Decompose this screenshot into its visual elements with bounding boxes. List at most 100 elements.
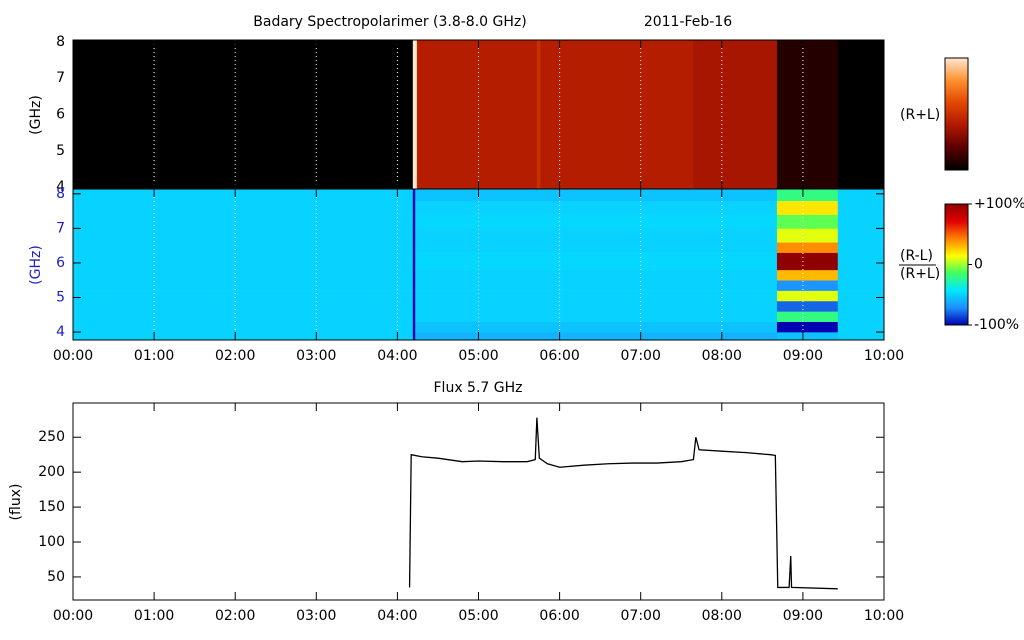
y-tick-label: 50 xyxy=(47,569,65,585)
heatmap-cell xyxy=(73,280,414,291)
panel-label-numerator: (R-L) xyxy=(900,248,933,264)
heatmap-cell xyxy=(837,200,885,215)
heatmap-cell xyxy=(776,311,839,322)
x-tick-label: 00:00 xyxy=(53,348,93,364)
x-tick-label: 06:00 xyxy=(539,608,579,624)
y-axis-label: (GHz) xyxy=(28,95,44,135)
heatmap-cell xyxy=(415,214,778,229)
heatmap-cell xyxy=(536,40,541,189)
y-tick-label: 250 xyxy=(38,429,65,445)
x-tick-label: 05:00 xyxy=(458,348,498,364)
heatmap-cell xyxy=(412,300,416,312)
heatmap-cell xyxy=(415,228,778,243)
heatmap-cell xyxy=(412,269,416,281)
heatmap-cell xyxy=(415,290,778,302)
heatmap-cell xyxy=(73,252,414,271)
y-axis-label: (flux) xyxy=(8,484,24,521)
heatmap-cell xyxy=(776,189,839,202)
heatmap-cell xyxy=(693,40,778,189)
heatmap-cell xyxy=(415,311,778,322)
x-tick-label: 04:00 xyxy=(377,608,417,624)
heatmap-cell xyxy=(837,280,885,291)
heatmap-cell xyxy=(837,321,885,333)
heatmap-cell xyxy=(73,332,414,341)
heatmap-cell xyxy=(776,269,839,281)
heatmap-cell xyxy=(415,242,778,253)
heatmap-cell xyxy=(73,40,414,189)
heatmap-cell xyxy=(415,189,778,202)
heatmap-cell xyxy=(776,242,839,253)
heatmap-cell xyxy=(73,290,414,302)
heatmap-cell xyxy=(776,252,839,271)
x-tick-label: 09:00 xyxy=(783,348,823,364)
y-tick-label: 7 xyxy=(56,220,65,236)
heatmap-cell xyxy=(837,290,885,302)
heatmap-cell xyxy=(415,321,778,333)
y-tick-label: 7 xyxy=(56,70,65,86)
heatmap-cell xyxy=(415,300,778,312)
heatmap-cell xyxy=(412,311,416,322)
heatmap-cell xyxy=(73,189,414,202)
y-tick-label: 4 xyxy=(56,324,65,340)
heatmap-cell xyxy=(73,200,414,215)
heatmap-cell xyxy=(415,332,778,341)
heatmap-cell xyxy=(73,228,414,243)
x-tick-label: 01:00 xyxy=(134,608,174,624)
heatmap-cell xyxy=(412,40,418,189)
heatmap-cell xyxy=(837,189,885,202)
x-tick-label: 10:00 xyxy=(864,608,904,624)
heatmap-cell xyxy=(73,300,414,312)
x-tick-label: 08:00 xyxy=(702,608,742,624)
heatmap-cell xyxy=(837,242,885,253)
heatmap-cell xyxy=(837,228,885,243)
heatmap-cell xyxy=(837,214,885,229)
y-tick-label: 4 xyxy=(56,179,65,195)
x-tick-label: 09:00 xyxy=(783,608,823,624)
chart-title: Badary Spectropolarimer (3.8-8.0 GHz) xyxy=(253,14,526,30)
heatmap-cell xyxy=(412,290,416,302)
heatmap-cell xyxy=(776,332,839,341)
heatmap-cell xyxy=(540,40,694,189)
x-tick-label: 04:00 xyxy=(377,348,417,364)
heatmap-cell xyxy=(412,321,416,333)
x-tick-label: 06:00 xyxy=(539,348,579,364)
panel-label: (R+L) xyxy=(900,107,940,123)
heatmap-cell xyxy=(837,300,885,312)
heatmap-cell xyxy=(73,269,414,281)
y-tick-label: 6 xyxy=(56,255,65,271)
heatmap-cell xyxy=(776,321,839,333)
heatmap-cell xyxy=(73,242,414,253)
x-tick-label: 02:00 xyxy=(215,348,255,364)
heatmap-cell xyxy=(776,214,839,229)
colorbar-tick-label: 0 xyxy=(974,257,983,273)
heatmap-cell xyxy=(412,280,416,291)
flux-line xyxy=(408,417,838,590)
heatmap-cell xyxy=(776,228,839,243)
colorbar xyxy=(944,203,969,326)
y-tick-label: 5 xyxy=(56,289,65,305)
x-tick-label: 07:00 xyxy=(621,608,661,624)
x-tick-label: 10:00 xyxy=(864,348,904,364)
heatmap-cell xyxy=(776,280,839,291)
heatmap-cell xyxy=(837,311,885,322)
heatmap-cell xyxy=(776,300,839,312)
chart-title: Flux 5.7 GHz xyxy=(434,380,523,396)
heatmap-cell xyxy=(416,40,420,189)
y-tick-label: 5 xyxy=(56,143,65,159)
heatmap-cell xyxy=(776,200,839,215)
heatmap-cell xyxy=(837,269,885,281)
y-tick-label: 100 xyxy=(38,534,65,550)
heatmap-cell xyxy=(73,214,414,229)
heatmap-cell xyxy=(415,269,778,281)
heatmap-cell xyxy=(412,252,416,271)
heatmap-cell xyxy=(412,189,416,202)
chart-date: 2011-Feb-16 xyxy=(644,14,732,30)
y-tick-label: 150 xyxy=(38,499,65,515)
heatmap-cell xyxy=(415,200,778,215)
y-tick-label: 8 xyxy=(56,34,65,50)
heatmap-cell xyxy=(776,40,839,189)
panel-label-denominator: (R+L) xyxy=(900,266,940,282)
heatmap-cell xyxy=(412,214,416,229)
x-tick-label: 00:00 xyxy=(53,608,93,624)
